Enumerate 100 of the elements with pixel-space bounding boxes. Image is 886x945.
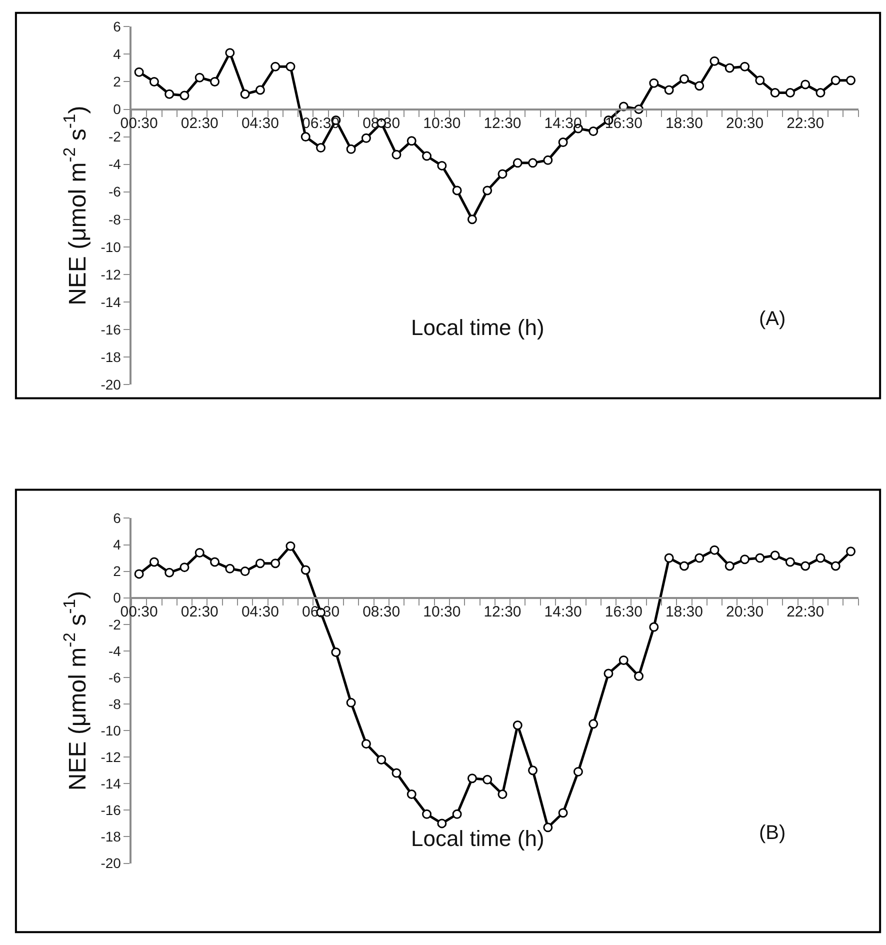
y-tick-label: -12 — [100, 749, 122, 766]
y-tick-label: -18 — [100, 828, 122, 845]
point — [149, 76, 159, 86]
point — [392, 768, 402, 778]
x-tick-label: 10:30 — [423, 115, 461, 132]
point — [406, 136, 416, 146]
point — [255, 85, 265, 95]
point — [710, 56, 720, 66]
y-tick-label: -2 — [108, 128, 122, 145]
x-axis-title: Local time (h) — [411, 315, 544, 340]
point — [634, 671, 644, 681]
y-tick-label: -14 — [100, 294, 122, 310]
point — [755, 76, 765, 86]
x-tick-label: 16:30 — [604, 604, 642, 621]
point — [800, 80, 810, 90]
point — [346, 698, 356, 708]
point — [180, 90, 190, 100]
point — [618, 655, 628, 665]
point — [558, 808, 568, 818]
x-axis-title: Local time (h) — [411, 826, 544, 851]
point — [180, 562, 190, 572]
point — [816, 553, 826, 563]
y-tick-label: -10 — [100, 722, 122, 738]
y-tick-label: 6 — [113, 510, 122, 526]
y-tick-label: 0 — [113, 590, 122, 606]
point — [543, 822, 553, 832]
y-tick-label: -16 — [100, 802, 122, 818]
point — [149, 557, 159, 567]
y-tick-label: -20 — [100, 376, 122, 392]
point — [331, 648, 341, 657]
x-tick-label: 00:30 — [120, 604, 158, 621]
point — [406, 790, 416, 800]
point — [498, 169, 508, 179]
y-tick-label: 2 — [113, 563, 122, 580]
point — [240, 566, 250, 576]
point — [724, 63, 734, 73]
x-tick-label: 22:30 — [786, 115, 824, 132]
point — [482, 186, 492, 196]
y-tick-label: -18 — [100, 348, 122, 365]
point — [512, 720, 522, 730]
point — [164, 89, 174, 99]
point — [724, 561, 734, 571]
annotation: (A) — [759, 308, 786, 330]
point — [300, 565, 310, 575]
point — [194, 72, 204, 82]
x-tick-label: 18:30 — [665, 604, 703, 621]
x-tick-label: 00:30 — [120, 115, 158, 132]
point — [361, 739, 371, 749]
point — [694, 553, 704, 563]
point — [437, 818, 447, 828]
point — [134, 569, 144, 579]
y-tick-label: -12 — [100, 266, 122, 282]
x-tick-label: 14:30 — [544, 604, 582, 621]
x-tick-label: 02:30 — [180, 115, 218, 132]
point — [679, 561, 689, 571]
point — [679, 74, 689, 84]
point — [210, 557, 220, 567]
point — [588, 719, 598, 729]
x-tick-label: 12:30 — [484, 115, 522, 132]
y-tick-label: -10 — [100, 238, 122, 255]
point — [664, 553, 674, 563]
point — [528, 766, 538, 776]
point — [316, 143, 326, 153]
point — [482, 774, 492, 784]
point — [830, 76, 840, 86]
x-tick-label: 12:30 — [484, 604, 522, 621]
point — [452, 809, 462, 819]
point — [800, 561, 810, 571]
point — [740, 62, 750, 72]
point — [361, 133, 371, 143]
y-tick-label: -8 — [108, 696, 122, 712]
point — [194, 548, 204, 558]
y-tick-label: -20 — [100, 855, 122, 872]
x-tick-label: 02:30 — [180, 604, 218, 621]
point — [467, 214, 477, 224]
point — [164, 568, 174, 578]
point — [558, 138, 568, 148]
point — [286, 62, 296, 72]
point — [649, 622, 659, 632]
point — [392, 150, 402, 160]
point — [740, 554, 750, 564]
point — [376, 755, 386, 764]
point — [846, 76, 856, 86]
y-tick-label: -2 — [108, 616, 122, 632]
y-tick-label: -14 — [100, 776, 122, 792]
x-tick-label: 04:30 — [241, 604, 279, 621]
y-tick-label: -4 — [108, 156, 122, 172]
point — [498, 790, 508, 800]
point — [770, 550, 780, 560]
x-tick-label: 16:30 — [604, 115, 642, 132]
point — [437, 160, 447, 170]
point — [134, 67, 144, 77]
point — [528, 158, 538, 168]
point — [604, 668, 614, 678]
x-tick-label: 14:30 — [544, 115, 582, 132]
x-tick-label: 08:30 — [362, 604, 400, 621]
point — [770, 88, 780, 98]
point — [816, 88, 826, 98]
point — [664, 85, 674, 95]
x-tick-label: 20:30 — [726, 115, 764, 132]
